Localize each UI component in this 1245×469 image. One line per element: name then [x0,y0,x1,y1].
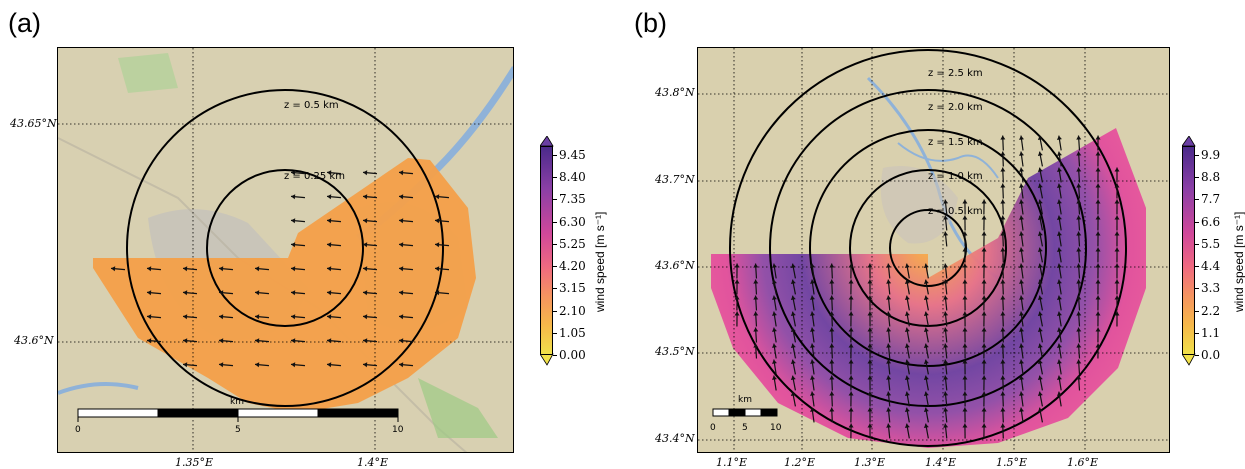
colorbar-tick-label: 0.0 [1201,348,1220,362]
colorbar-tick-label: 3.15 [559,281,586,295]
lat-label-b-0: 43.8°N [655,86,695,99]
colorbar-tick-mark [553,266,557,267]
lon-label-b-0: 1.1°E [716,456,747,469]
panel-label-a: (a) [8,8,41,39]
colorbar-b-gradient [1182,146,1195,355]
colorbar-tick-label: 8.40 [559,170,586,184]
scale-tick-a-1: 5 [235,425,241,435]
colorbar-tick-mark [1195,311,1199,312]
colorbar-tick-mark [1195,288,1199,289]
colorbar-tick-label: 6.6 [1201,215,1220,229]
scale-tick-b-0: 0 [710,423,716,433]
colorbar-tick-label: 4.4 [1201,259,1220,273]
colorbar-max-arrow-icon [1182,136,1195,146]
colorbar-b-title: wind speed [m s⁻¹] [1232,212,1245,312]
colorbar-tick-mark [1195,266,1199,267]
colorbar-tick-mark [1195,155,1199,156]
scale-tick-a-2: 10 [392,425,404,435]
ring-label-b-3: z = 1.0 km [928,171,983,182]
park-a2 [118,53,178,93]
lat-label-b-1: 43.7°N [655,173,695,186]
lat-label-a-0: 43.65°N [10,117,57,130]
lon-label-b-1: 1.2°E [784,456,815,469]
ring-label-b-0: z = 2.5 km [928,68,983,79]
colorbar-tick-label: 8.8 [1201,170,1220,184]
colorbar-tick-label: 2.10 [559,304,586,318]
colorbar-min-arrow-icon [540,354,553,365]
colorbar-tick-mark [553,244,557,245]
colorbar-tick-mark [1195,222,1199,223]
colorbar-tick-label: 3.3 [1201,281,1220,295]
ring-label-a-0: z = 0.5 km [284,100,339,111]
ring-label-b-4: z = 0.5 km [928,206,983,217]
ring-label-b-2: z = 1.5 km [928,137,983,148]
ring-label-b-1: z = 2.0 km [928,102,983,113]
scale-unit-a: km [230,397,244,407]
scale-tick-b-1: 5 [742,423,748,433]
colorbar-tick-mark [1195,244,1199,245]
colorbar-tick-mark [553,155,557,156]
colorbar-tick-label: 7.35 [559,192,586,206]
map-panel-b[interactable]: z = 2.5 km z = 2.0 km z = 1.5 km z = 1.0… [697,47,1170,453]
colorbar-tick-label: 5.5 [1201,237,1220,251]
scale-tick-a-0: 0 [75,425,81,435]
colorbar-tick-mark [553,288,557,289]
colorbar-tick-label: 6.30 [559,215,586,229]
lon-label-b-4: 1.5°E [996,456,1027,469]
colorbar-tick-mark [553,355,557,356]
colorbar-tick-mark [1195,177,1199,178]
map-panel-a[interactable]: z = 0.5 km z = 0.25 km km 0 5 10 [57,47,514,453]
colorbar-tick-mark [553,333,557,334]
lon-label-a-1: 1.4°E [357,456,388,469]
colorbar-tick-label: 9.9 [1201,148,1220,162]
lon-label-b-3: 1.4°E [925,456,956,469]
lon-label-a-0: 1.35°E [175,456,213,469]
colorbar-a-title: wind speed [m s⁻¹] [593,212,607,312]
colorbar-max-arrow-icon [540,136,553,146]
colorbar-tick-mark [1195,333,1199,334]
colorbar-tick-label: 7.7 [1201,192,1220,206]
lon-label-b-5: 1.6°E [1067,456,1098,469]
lat-label-b-2: 43.6°N [655,259,695,272]
map-a-canvas: z = 0.5 km z = 0.25 km km 0 5 10 [58,48,514,453]
colorbar-tick-label: 1.1 [1201,326,1220,340]
panel-label-b: (b) [634,8,667,39]
scale-tick-b-2: 10 [770,423,782,433]
colorbar-tick-label: 2.2 [1201,304,1220,318]
colorbar-tick-mark [1195,199,1199,200]
colorbar-tick-label: 0.00 [559,348,586,362]
colorbar-tick-label: 1.05 [559,326,586,340]
colorbar-tick-mark [553,311,557,312]
map-b-canvas: z = 2.5 km z = 2.0 km z = 1.5 km z = 1.0… [698,48,1170,453]
colorbar-tick-mark [553,222,557,223]
lat-label-b-3: 43.5°N [655,345,695,358]
colorbar-tick-label: 9.45 [559,148,586,162]
colorbar-min-arrow-icon [1182,354,1195,365]
colorbar-tick-mark [1195,355,1199,356]
colorbar-tick-label: 4.20 [559,259,586,273]
colorbar-tick-mark [553,177,557,178]
colorbar-tick-mark [553,199,557,200]
lon-label-b-2: 1.3°E [854,456,885,469]
lat-label-b-4: 43.4°N [655,432,695,445]
colorbar-tick-label: 5.25 [559,237,586,251]
colorbar-a-gradient [540,146,553,355]
scale-unit-b: km [738,395,752,405]
lat-label-a-1: 43.6°N [14,334,54,347]
